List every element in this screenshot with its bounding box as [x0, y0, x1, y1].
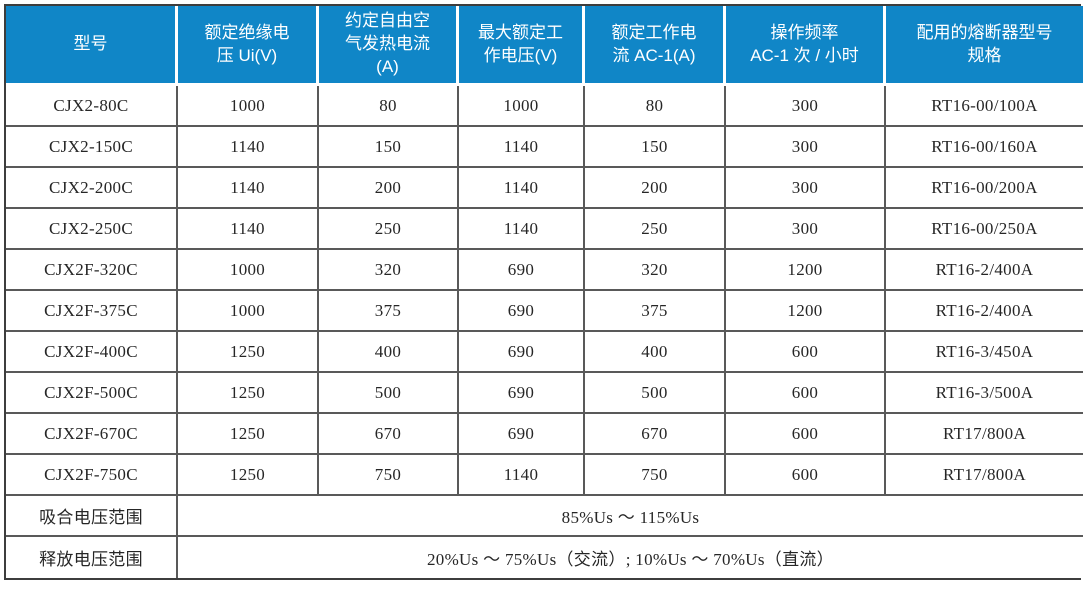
table-cell: 600 [726, 332, 886, 373]
table-row: CJX2-80C 1000 80 1000 80 300 RT16-00/100… [6, 86, 1083, 127]
table-cell: RT17/800A [886, 455, 1083, 496]
table-cell: 1000 [178, 86, 319, 127]
table-cell: RT16-00/100A [886, 86, 1083, 127]
table-cell: CJX2-200C [6, 168, 178, 209]
table-cell: 1250 [178, 373, 319, 414]
table-cell: 1140 [178, 209, 319, 250]
table-row: CJX2-250C 1140 250 1140 250 300 RT16-00/… [6, 209, 1083, 250]
table-row: CJX2F-500C 1250 500 690 500 600 RT16-3/5… [6, 373, 1083, 414]
table-cell: CJX2-80C [6, 86, 178, 127]
table-cell: 300 [726, 86, 886, 127]
table-cell: 750 [319, 455, 459, 496]
table-cell: 150 [319, 127, 459, 168]
table-cell: CJX2F-320C [6, 250, 178, 291]
column-header-insulation-voltage: 额定绝缘电 压 Ui(V) [178, 6, 319, 86]
table-cell: RT16-2/400A [886, 291, 1083, 332]
table-cell: 1250 [178, 332, 319, 373]
contactor-spec-table: 型号 额定绝缘电 压 Ui(V) 约定自由空 气发热电流 (A) 最大额定工 作… [6, 6, 1083, 578]
table-cell: RT16-3/450A [886, 332, 1083, 373]
table-cell: 320 [319, 250, 459, 291]
table-cell: RT16-3/500A [886, 373, 1083, 414]
column-header-model: 型号 [6, 6, 178, 86]
footer-row-pickup-voltage: 吸合电压范围 85%Us ～ 115%Us [6, 496, 1083, 537]
spec-table-container: 型号 额定绝缘电 压 Ui(V) 约定自由空 气发热电流 (A) 最大额定工 作… [4, 4, 1083, 580]
table-cell: 150 [585, 127, 726, 168]
table-cell: 80 [585, 86, 726, 127]
table-cell: 1200 [726, 291, 886, 332]
table-cell: RT16-00/200A [886, 168, 1083, 209]
table-cell: CJX2F-670C [6, 414, 178, 455]
table-cell: 500 [319, 373, 459, 414]
table-header: 型号 额定绝缘电 压 Ui(V) 约定自由空 气发热电流 (A) 最大额定工 作… [6, 6, 1083, 86]
table-cell: 600 [726, 455, 886, 496]
table-cell: 600 [726, 373, 886, 414]
table-cell: RT16-00/250A [886, 209, 1083, 250]
table-row: CJX2-150C 1140 150 1140 150 300 RT16-00/… [6, 127, 1083, 168]
table-cell: CJX2F-375C [6, 291, 178, 332]
table-cell: CJX2F-400C [6, 332, 178, 373]
table-cell: 250 [319, 209, 459, 250]
table-cell: 750 [585, 455, 726, 496]
table-body: CJX2-80C 1000 80 1000 80 300 RT16-00/100… [6, 86, 1083, 578]
column-header-thermal-current: 约定自由空 气发热电流 (A) [319, 6, 459, 86]
table-cell: 500 [585, 373, 726, 414]
column-header-fuse-model: 配用的熔断器型号 规格 [886, 6, 1083, 86]
table-cell: CJX2-150C [6, 127, 178, 168]
footer-row-value: 20%Us ～ 75%Us（交流）; 10%Us ～ 70%Us（直流） [178, 537, 1083, 578]
table-cell: 1140 [178, 127, 319, 168]
header-row: 型号 额定绝缘电 压 Ui(V) 约定自由空 气发热电流 (A) 最大额定工 作… [6, 6, 1083, 86]
table-cell: 690 [459, 291, 585, 332]
table-row: CJX2F-670C 1250 670 690 670 600 RT17/800… [6, 414, 1083, 455]
table-cell: 1000 [178, 291, 319, 332]
table-cell: 1250 [178, 455, 319, 496]
table-cell: 250 [585, 209, 726, 250]
table-cell: 1200 [726, 250, 886, 291]
column-header-working-current: 额定工作电 流 AC-1(A) [585, 6, 726, 86]
table-row: CJX2F-400C 1250 400 690 400 600 RT16-3/4… [6, 332, 1083, 373]
table-cell: 1140 [178, 168, 319, 209]
table-cell: 690 [459, 332, 585, 373]
table-cell: 690 [459, 250, 585, 291]
column-header-max-working-voltage: 最大额定工 作电压(V) [459, 6, 585, 86]
table-cell: 670 [319, 414, 459, 455]
table-cell: RT17/800A [886, 414, 1083, 455]
table-cell: 1250 [178, 414, 319, 455]
table-cell: 670 [585, 414, 726, 455]
table-cell: 320 [585, 250, 726, 291]
table-row: CJX2F-320C 1000 320 690 320 1200 RT16-2/… [6, 250, 1083, 291]
table-cell: CJX2F-500C [6, 373, 178, 414]
table-cell: 200 [319, 168, 459, 209]
table-cell: 400 [585, 332, 726, 373]
table-cell: 690 [459, 373, 585, 414]
table-cell: CJX2-250C [6, 209, 178, 250]
table-cell: 1140 [459, 455, 585, 496]
footer-row-release-voltage: 释放电压范围 20%Us ～ 75%Us（交流）; 10%Us ～ 70%Us（… [6, 537, 1083, 578]
table-row: CJX2F-375C 1000 375 690 375 1200 RT16-2/… [6, 291, 1083, 332]
table-cell: 300 [726, 127, 886, 168]
table-row: CJX2F-750C 1250 750 1140 750 600 RT17/80… [6, 455, 1083, 496]
table-cell: 1140 [459, 168, 585, 209]
table-cell: 300 [726, 209, 886, 250]
column-header-operating-frequency: 操作频率 AC-1 次 / 小时 [726, 6, 886, 86]
table-cell: 1000 [178, 250, 319, 291]
footer-row-label: 吸合电压范围 [6, 496, 178, 537]
table-cell: 375 [319, 291, 459, 332]
table-cell: 300 [726, 168, 886, 209]
table-cell: 400 [319, 332, 459, 373]
footer-row-value: 85%Us ～ 115%Us [178, 496, 1083, 537]
table-cell: 200 [585, 168, 726, 209]
table-cell: 600 [726, 414, 886, 455]
table-cell: 1000 [459, 86, 585, 127]
table-cell: RT16-00/160A [886, 127, 1083, 168]
table-cell: CJX2F-750C [6, 455, 178, 496]
table-cell: 375 [585, 291, 726, 332]
footer-row-label: 释放电压范围 [6, 537, 178, 578]
table-cell: 690 [459, 414, 585, 455]
table-cell: 80 [319, 86, 459, 127]
table-row: CJX2-200C 1140 200 1140 200 300 RT16-00/… [6, 168, 1083, 209]
table-cell: 1140 [459, 209, 585, 250]
table-cell: RT16-2/400A [886, 250, 1083, 291]
table-cell: 1140 [459, 127, 585, 168]
